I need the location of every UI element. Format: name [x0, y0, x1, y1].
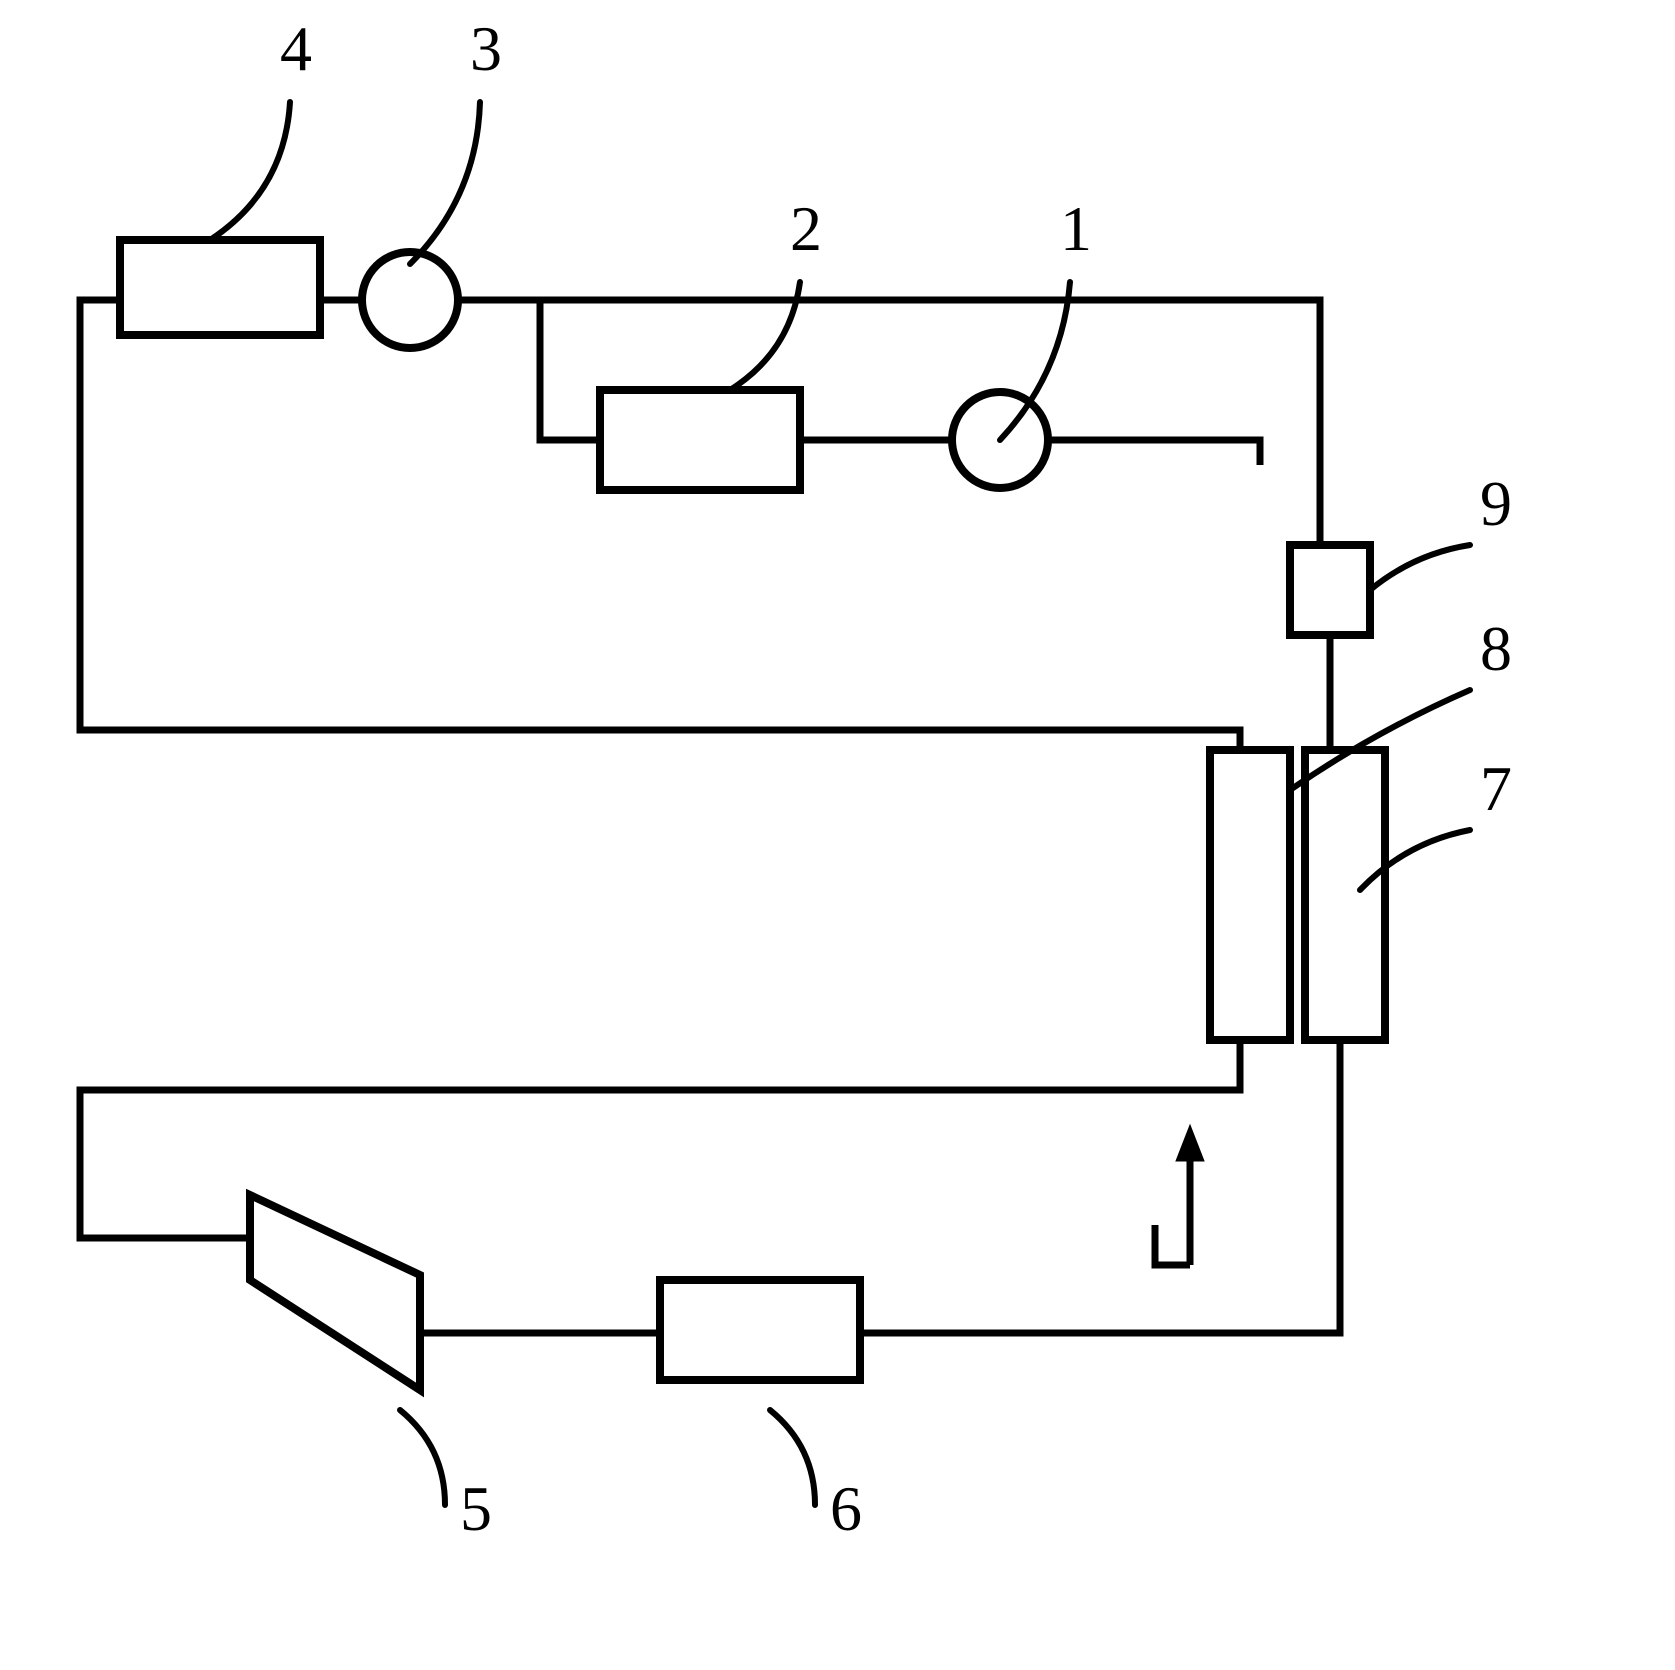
leader-l3 — [410, 102, 480, 264]
component-rect8 — [1210, 750, 1290, 1040]
label-l6: 6 — [830, 1473, 862, 1544]
leader-l6 — [770, 1410, 815, 1505]
leader-l4 — [210, 102, 290, 240]
leader-l9 — [1370, 545, 1470, 590]
label-l9: 9 — [1480, 468, 1512, 539]
label-l2: 2 — [790, 193, 822, 264]
label-l3: 3 — [470, 13, 502, 84]
label-l5: 5 — [460, 1473, 492, 1544]
component-rect2 — [600, 390, 800, 490]
component-rect9 — [1290, 545, 1370, 635]
connection-wire — [860, 1040, 1340, 1333]
component-rect7 — [1305, 750, 1385, 1040]
label-l8: 8 — [1480, 613, 1512, 684]
connection-wire — [1048, 440, 1260, 465]
leader-l8 — [1290, 690, 1470, 790]
connection-wire — [458, 300, 1320, 545]
label-l7: 7 — [1480, 753, 1512, 824]
label-l1: 1 — [1060, 193, 1092, 264]
leader-l1 — [1000, 282, 1070, 440]
leader-l7 — [1360, 830, 1470, 890]
component-rect6 — [660, 1280, 860, 1380]
component-trap5 — [250, 1195, 420, 1390]
component-rect4 — [120, 240, 320, 335]
connection-wire — [1155, 1225, 1190, 1265]
label-l4: 4 — [280, 13, 312, 84]
air-inlet-arrowhead — [1176, 1125, 1204, 1161]
connection-wire — [540, 300, 600, 440]
leader-l5 — [400, 1410, 445, 1505]
connection-wire — [80, 300, 1240, 750]
